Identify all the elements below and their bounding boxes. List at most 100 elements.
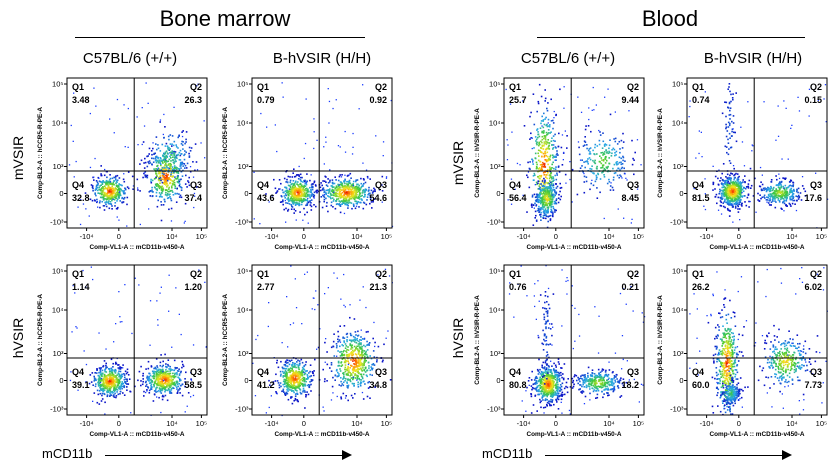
event-dot xyxy=(165,157,167,160)
event-dot xyxy=(351,196,354,199)
event-dot xyxy=(535,142,538,145)
event-dot xyxy=(338,203,340,206)
event-dot xyxy=(381,184,383,186)
event-dot xyxy=(96,181,99,184)
event-dot xyxy=(159,368,162,371)
event-dot xyxy=(546,193,549,196)
event-dot xyxy=(104,201,106,204)
event-dot xyxy=(156,370,158,373)
event-dot xyxy=(538,209,540,212)
event-dot xyxy=(127,146,129,148)
event-dot xyxy=(184,167,186,169)
event-dot xyxy=(328,189,331,192)
event-dot xyxy=(808,115,810,117)
y-tick-label: -10³ xyxy=(670,218,684,227)
event-dot xyxy=(566,147,568,149)
event-dot xyxy=(543,217,545,219)
event-dot xyxy=(173,184,176,186)
event-dot xyxy=(159,380,162,383)
event-dot xyxy=(726,196,728,198)
event-dot xyxy=(124,284,126,286)
event-dot xyxy=(310,199,313,201)
event-dot xyxy=(115,194,117,197)
event-dot xyxy=(113,394,115,396)
event-dot xyxy=(549,124,551,126)
event-dot xyxy=(94,157,96,160)
event-dot xyxy=(302,195,304,197)
event-dot xyxy=(605,144,608,146)
event-dot xyxy=(182,169,184,172)
event-dot xyxy=(165,160,168,162)
event-dot xyxy=(159,373,161,376)
event-dot xyxy=(547,122,549,124)
event-dot xyxy=(767,202,770,204)
event-dot xyxy=(152,161,155,163)
event-dot xyxy=(738,189,740,191)
event-dot xyxy=(734,176,736,179)
event-dot xyxy=(179,384,182,387)
event-dot xyxy=(296,196,298,199)
event-dot xyxy=(355,195,358,198)
event-dot xyxy=(507,199,509,201)
event-dot xyxy=(107,202,110,205)
event-dot xyxy=(126,386,128,388)
event-dot xyxy=(289,181,291,184)
event-dot xyxy=(294,185,296,188)
event-dot xyxy=(99,373,102,376)
event-dot xyxy=(177,385,179,388)
event-dot xyxy=(294,203,297,206)
event-dot xyxy=(543,214,546,216)
event-dot xyxy=(166,399,169,402)
event-dot xyxy=(102,390,104,392)
event-dot xyxy=(306,204,308,206)
x-tick-label: 0 xyxy=(737,232,741,241)
event-dot xyxy=(113,341,115,343)
event-dot xyxy=(559,182,561,185)
event-dot xyxy=(144,176,147,178)
event-dot xyxy=(118,291,120,293)
event-dot xyxy=(274,187,277,190)
event-dot xyxy=(583,172,585,175)
event-dot xyxy=(96,369,98,371)
event-dot xyxy=(172,144,175,147)
event-dot xyxy=(737,205,739,208)
event-dot xyxy=(105,193,108,195)
event-dot xyxy=(168,188,170,190)
event-dot xyxy=(608,147,610,150)
event-dot xyxy=(304,182,307,185)
event-dot xyxy=(636,139,639,141)
event-dot xyxy=(110,384,112,386)
event-dot xyxy=(132,188,134,190)
event-dot xyxy=(589,167,591,170)
event-dot xyxy=(105,366,108,368)
event-dot xyxy=(315,189,318,192)
event-dot xyxy=(106,380,109,383)
plot-frame xyxy=(66,264,208,416)
event-dot xyxy=(587,125,590,127)
event-dot xyxy=(169,392,171,394)
event-dot xyxy=(775,194,778,196)
event-dot xyxy=(534,210,537,213)
event-dot xyxy=(611,186,614,189)
event-dot xyxy=(783,199,786,202)
event-dot xyxy=(105,170,108,173)
event-dot xyxy=(739,199,742,201)
event-dot xyxy=(170,392,173,394)
event-dot xyxy=(817,99,819,101)
event-dot xyxy=(341,186,343,188)
event-dot xyxy=(173,375,176,377)
event-dot xyxy=(182,365,185,368)
event-dot xyxy=(159,385,162,387)
event-dot xyxy=(390,99,392,102)
event-dot xyxy=(551,163,553,166)
event-dot xyxy=(115,182,117,184)
event-dot xyxy=(530,203,533,206)
event-dot xyxy=(358,198,361,200)
event-dot xyxy=(297,178,300,180)
event-dot xyxy=(149,344,151,346)
event-dot xyxy=(156,373,159,376)
event-dot xyxy=(594,146,596,149)
event-dot xyxy=(355,192,357,195)
event-dot xyxy=(153,372,156,375)
event-dot xyxy=(548,215,551,217)
